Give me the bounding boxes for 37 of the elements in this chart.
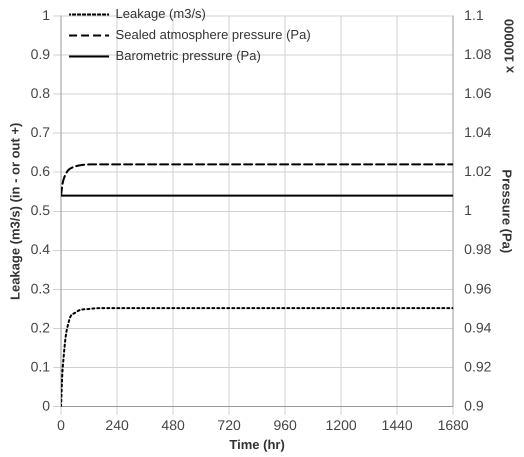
- y-tick-label: 1: [42, 6, 50, 23]
- y-tick-label: 0: [42, 397, 50, 414]
- y-axis-title: Leakage (m3/s) (in - or out +): [7, 122, 22, 300]
- y-tick-label: 0.2: [30, 319, 50, 336]
- x-tick-label: 1200: [326, 416, 357, 433]
- y2-tick-label: 1: [464, 202, 472, 218]
- y-tick-label: 0.9: [30, 46, 50, 62]
- y2-tick-label: 1.1: [464, 6, 484, 23]
- y-tick-label: 0.3: [30, 280, 50, 296]
- x-tick-label: 480: [161, 416, 185, 433]
- y2-tick-label: 0.94: [464, 319, 492, 336]
- y2-tick-label: 1.02: [464, 163, 492, 180]
- legend-label: Leakage (m3/s): [116, 6, 206, 22]
- y-tick-label: 0.8: [30, 84, 50, 101]
- x-axis-title: Time (hr): [229, 436, 285, 452]
- legend-label: Barometric pressure (Pa): [116, 48, 261, 64]
- y-tick-label: 0.4: [30, 241, 50, 258]
- x-tick-label: 960: [273, 416, 298, 433]
- legend-label: Sealed atmosphere pressure (Pa): [116, 27, 311, 42]
- y2-tick-label: 0.96: [464, 280, 492, 296]
- x-tick-label: 240: [105, 416, 129, 433]
- y-tick-label: 0.7: [30, 124, 50, 140]
- y2-tick-label: 1.08: [464, 46, 492, 62]
- y2-tick-label: 1.06: [464, 84, 492, 101]
- x-tick-label: 720: [217, 416, 241, 433]
- x-tick-label: 1680: [438, 416, 469, 433]
- x-tick-label: 0: [57, 416, 66, 433]
- y-tick-label: 0.6: [30, 163, 50, 180]
- text: x 100000: [502, 18, 517, 74]
- x-tick-label: 1440: [382, 416, 413, 433]
- y-tick-label: 0.5: [30, 202, 50, 218]
- y2-tick-label: 1.04: [464, 124, 492, 140]
- y2-tick-label: 0.9: [464, 397, 484, 414]
- y-tick-label: 0.1: [30, 358, 50, 374]
- y2-tick-label: 0.98: [464, 241, 492, 258]
- y2-tick-label: 0.92: [464, 358, 492, 374]
- y2-axis-title: Pressure (Pa): [500, 169, 515, 254]
